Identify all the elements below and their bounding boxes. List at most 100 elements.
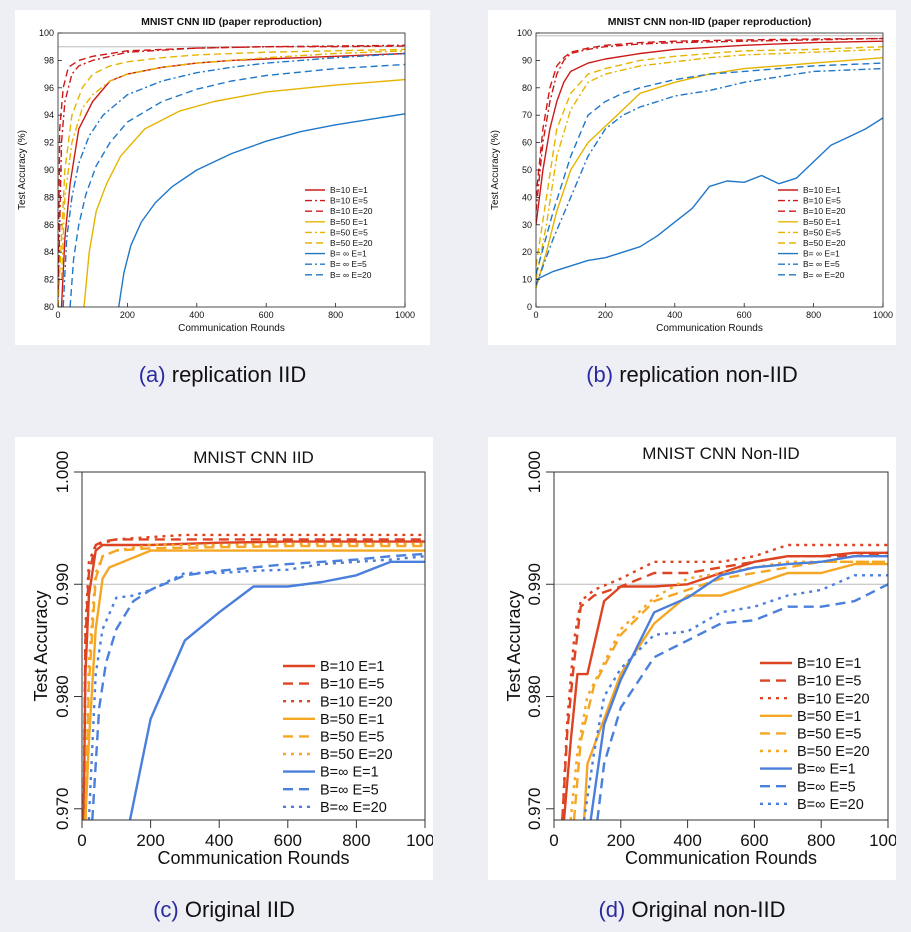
x-tick-label: 600 [737,310,752,320]
series-group [561,543,888,820]
legend-label-b-10-e-1: B=10 E=1 [330,185,368,195]
y-tick-label: 82 [44,275,54,285]
series-line-b-50-e-5 [84,544,425,820]
legend-label-b-50-e-1: B=50 E=1 [330,217,368,227]
x-tick-label: 0 [77,831,86,850]
series-line-b-50-e-1 [83,78,405,307]
legend-label-b-10-e-20: B=10 E=20 [803,206,846,216]
legend-label-b-inf-e-5: B= ∞ E=5 [803,259,840,269]
x-tick-label: 0 [549,831,558,850]
series-line-b-inf-e-5 [62,52,405,307]
y-tick-label: 0.980 [53,675,72,718]
x-tick-label: 800 [342,831,370,850]
y-tick-label: 50 [522,165,532,175]
legend-label-b-10-e-20: B=10 E=20 [320,694,393,710]
legend-label-b-inf-e-20: B=∞ E=20 [797,797,864,813]
caption-b: (b) replication non-IID [586,362,798,387]
caption-d: (d) Original non-IID [598,897,786,922]
x-tick-label: 800 [807,831,835,850]
panel-c: MNIST CNN IID 0 200 400 600 800 1000 0.970 0.980… [15,437,444,880]
y-tick-label: 60 [522,138,532,148]
series-line-b-50-e-5 [60,50,405,280]
legend-label-b-50-e-20: B=50 E=20 [320,747,393,763]
y-tick-label: 20 [522,247,532,257]
series-line-b-50-e-20 [536,46,883,267]
legend-label-b-10-e-1: B=10 E=1 [803,185,841,195]
caption-c: (c) Original IID [153,897,295,922]
legend-label-b-10-e-1: B=10 E=1 [320,659,385,675]
y-tick-label: 1.000 [53,451,72,494]
series-group [536,37,883,288]
legend-label-b-50-e-5: B=50 E=5 [803,227,841,237]
series-group [82,533,425,820]
x-tick-label: 400 [189,310,204,320]
plot-frame [81,471,426,821]
legend-label-b-inf-e-20: B= ∞ E=20 [330,270,372,280]
y-axis-label: Test Accuracy (%) [17,130,28,210]
y-tick-label: 100 [517,28,532,38]
chart-title: MNIST CNN IID [193,448,314,467]
x-tick-label: 1000 [873,310,893,320]
series-line-b-50-e-20 [84,542,425,820]
legend-label-b-inf-e-1: B=∞ E=1 [797,762,856,778]
series-line-b-10-e-1 [536,40,883,225]
chart-title: MNIST CNN IID (paper reproduction) [141,16,322,28]
x-tick-label: 400 [205,831,233,850]
series-line-b-10-e-20 [58,45,405,307]
x-tick-label: 200 [136,831,164,850]
y-tick-label: 86 [44,220,54,230]
legend-label-b-inf-e-1: B=∞ E=1 [320,765,379,781]
legend: B=10 E=1B=10 E=5B=10 E=20B=50 E=1B=50 E=… [778,185,846,280]
legend-label-b-inf-e-5: B=∞ E=5 [797,779,856,795]
series-line-b-inf-e-20 [536,62,883,275]
series-line-b-inf-e-20 [87,555,425,820]
y-tick-label: 40 [522,192,532,202]
legend-label-b-50-e-5: B=50 E=5 [797,726,862,742]
series-line-b-50-e-1 [582,562,888,820]
y-tick-label: 80 [522,83,532,93]
series-line-b-inf-e-1 [118,113,405,307]
legend: B=10 E=1B=10 E=5B=10 E=20B=50 E=1B=50 E=… [305,185,373,280]
x-axis-label: Communication Rounds [157,848,349,868]
series-line-b-inf-e-5 [91,552,425,820]
chart-original-non-iid: MNIST CNN Non-IID 0 200 400 600 800 1000 0.970 0… [504,444,907,868]
x-tick-label: 600 [740,831,768,850]
x-tick-label: 600 [259,310,274,320]
x-axis-label: Communication Rounds [625,848,817,868]
x-tick-label: 400 [667,310,682,320]
legend-label-b-10-e-20: B=10 E=20 [797,691,870,707]
x-tick-label: 1000 [406,831,433,850]
y-tick-label: 0.970 [525,788,544,831]
series-line-b-inf-e-20 [69,63,405,307]
y-axis-label: Test Accuracy [31,590,51,701]
legend-label-b-50-e-5: B=50 E=5 [330,227,368,237]
legend-label-b-inf-e-20: B= ∞ E=20 [803,270,845,280]
caption-a: (a) replication IID [138,362,307,387]
legend-label-b-50-e-20: B=50 E=20 [803,238,846,248]
legend-label-b-10-e-5: B=10 E=5 [330,196,368,206]
y-tick-label: 84 [44,247,54,257]
y-tick-label: 0.970 [53,788,72,831]
legend-label-b-inf-e-1: B= ∞ E=1 [803,249,840,259]
series-line-b-inf-e-1 [536,117,883,281]
series-line-b-inf-e-1 [128,560,425,820]
y-tick-label: 1.000 [525,451,544,494]
y-tick-label: 96 [44,83,54,93]
y-tick-label: 94 [44,110,54,120]
y-tick-label: 0.980 [525,675,544,718]
legend: B=10 E=1B=10 E=5B=10 E=20B=50 E=1B=50 E=… [760,656,870,813]
series-line-b-10-e-5 [58,44,405,307]
x-tick-label: 400 [673,831,701,850]
series-group [58,44,405,307]
x-tick-label: 600 [274,831,302,850]
x-tick-label: 1000 [869,831,896,850]
y-tick-label: 92 [44,138,54,148]
x-tick-label: 200 [120,310,135,320]
legend-label-b-10-e-20: B=10 E=20 [330,206,373,216]
series-line-b-inf-e-20 [582,574,888,820]
x-axis-label: Communication Rounds [178,323,285,334]
y-tick-label: 90 [44,165,54,175]
series-line-b-10-e-20 [536,37,883,198]
plot-frame [553,471,889,821]
legend: B=10 E=1B=10 E=5B=10 E=20B=50 E=1B=50 E=… [283,659,393,816]
